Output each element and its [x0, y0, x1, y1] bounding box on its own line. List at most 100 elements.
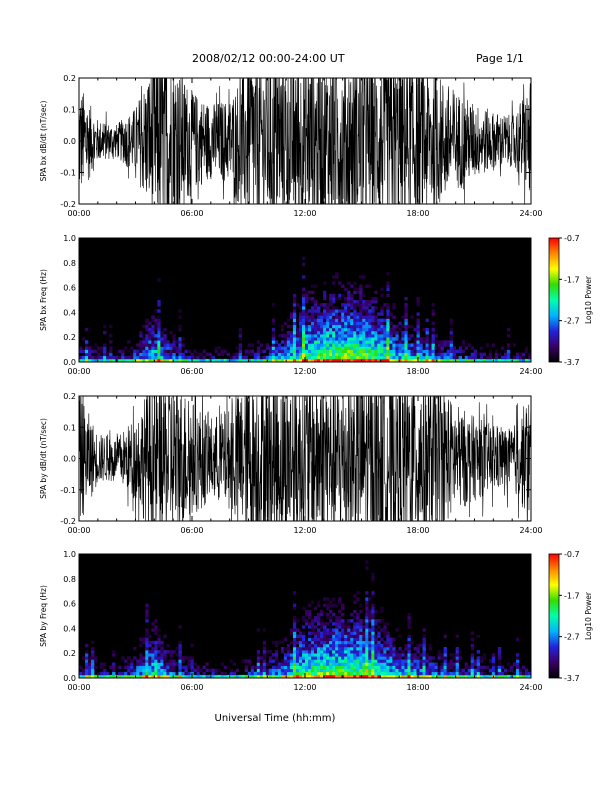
- spectrogram-cell: [362, 315, 366, 319]
- spectrogram-cell: [356, 290, 360, 295]
- spectrogram-cell: [377, 634, 381, 638]
- spectrogram-cell: [166, 355, 170, 360]
- x-tick-label-1-2: 12:00: [293, 367, 316, 376]
- spectrogram-cell: [301, 275, 306, 279]
- spectrogram-cell: [512, 358, 517, 363]
- spectrogram-cell: [184, 355, 188, 360]
- spectrogram-cell: [148, 650, 152, 654]
- spectrogram-cell: [326, 334, 330, 338]
- y-axis-label-1: SPA bx Freq (Hz): [39, 269, 48, 331]
- spectrogram-cell: [271, 665, 276, 669]
- spectrogram-cell: [311, 300, 315, 304]
- spectrogram-cell: [256, 668, 261, 673]
- spectrogram-cell: [410, 665, 414, 669]
- spectrogram-cell: [289, 343, 294, 347]
- spectrogram-cell: [359, 650, 363, 654]
- spectrogram-cell: [359, 315, 363, 319]
- spectrogram-cell: [235, 346, 239, 350]
- spectrogram-cell: [452, 653, 456, 657]
- spectrogram-cell: [341, 625, 345, 629]
- spectrogram-cell: [317, 643, 321, 648]
- spectrogram-cell: [380, 647, 384, 651]
- spectrogram-cell: [359, 324, 363, 329]
- spectrogram-cell: [298, 637, 303, 642]
- spectrogram-cell: [371, 296, 375, 301]
- spectrogram-cell: [386, 671, 390, 676]
- spectrogram-cell: [344, 647, 348, 651]
- spectrogram-cell: [353, 346, 357, 350]
- spectrogram-cell: [428, 656, 432, 660]
- spectrogram-cell: [323, 296, 327, 301]
- spectrogram-cell: [314, 637, 318, 642]
- spectrogram-cell: [335, 355, 339, 360]
- spectrogram-cell: [133, 668, 137, 673]
- spectrogram-cell: [262, 647, 267, 651]
- spectrogram-cell: [371, 594, 375, 598]
- spectrogram-cell: [232, 358, 236, 363]
- spectrogram-cell: [166, 659, 170, 663]
- spectrogram-cell: [100, 358, 104, 363]
- spectrogram-cell: [431, 321, 435, 326]
- spectrogram-cell: [347, 634, 351, 638]
- spectrogram-cell: [329, 656, 333, 660]
- spectrogram-cell: [317, 340, 321, 344]
- spectrogram-cell: [440, 346, 444, 350]
- spectrogram-cell: [103, 668, 107, 673]
- spectrogram-cell: [262, 671, 267, 676]
- spectrogram-cell: [389, 331, 393, 335]
- spectrogram-cell: [407, 619, 411, 623]
- spectrogram-cell: [229, 355, 233, 360]
- spectrogram-cell: [356, 321, 360, 326]
- spectrogram-cell: [350, 321, 354, 326]
- spectrogram-cell: [244, 355, 249, 360]
- spectrogram-cell: [311, 674, 315, 679]
- spectrogram-cell: [268, 659, 273, 663]
- spectrogram-cell: [154, 349, 158, 353]
- spectrogram-cell: [335, 343, 339, 347]
- spectrogram-cell: [136, 358, 140, 363]
- spectrogram-cell: [320, 349, 324, 353]
- spectrogram-cell: [374, 640, 378, 645]
- spectrogram-cell: [154, 659, 158, 663]
- spectrogram-cell: [298, 631, 303, 635]
- spectrogram-cell: [368, 671, 372, 676]
- spectrogram-cell: [223, 358, 227, 363]
- spectrogram-cell: [365, 591, 369, 595]
- spectrogram-cell: [428, 671, 432, 676]
- spectrogram-cell: [401, 665, 405, 669]
- spectrogram-cell: [413, 349, 417, 353]
- spectrogram-cell: [317, 343, 321, 347]
- spectrogram-cell: [166, 358, 170, 363]
- spectrogram-cell: [443, 659, 447, 663]
- spectrogram-cell: [133, 674, 137, 679]
- spectrogram-cell: [154, 337, 158, 341]
- spectrogram-cell: [154, 334, 158, 338]
- spectrogram-cell: [392, 346, 396, 350]
- spectrogram-cell: [365, 647, 369, 651]
- spectrogram-cell: [356, 324, 360, 329]
- spectrogram-cell: [326, 346, 330, 350]
- spectrogram-cell: [289, 340, 294, 344]
- spectrogram-cell: [320, 609, 324, 614]
- spectrogram-cell: [280, 662, 285, 666]
- spectrogram-cell: [184, 665, 188, 669]
- spectrogram-cell: [377, 318, 381, 322]
- spectrogram-cell: [305, 352, 309, 357]
- spectrogram-cell: [286, 352, 291, 357]
- spectrogram-cell: [320, 303, 324, 307]
- spectrogram-cell: [362, 674, 366, 679]
- spectrogram-cell: [332, 659, 336, 663]
- spectrogram-cell: [332, 597, 336, 601]
- spectrogram-cell: [238, 674, 243, 679]
- spectrogram-cell: [368, 355, 372, 360]
- spectrogram-cell: [148, 656, 152, 660]
- spectrogram-cell: [470, 631, 475, 635]
- spectrogram-cell: [401, 674, 405, 679]
- spectrogram-cell: [521, 671, 526, 676]
- spectrogram-cell: [292, 355, 297, 360]
- spectrogram-cell: [383, 349, 387, 353]
- spectrogram-cell: [407, 671, 411, 676]
- spectrogram-cell: [118, 674, 122, 679]
- spectrogram-cell: [292, 337, 297, 341]
- spectrogram-cell: [386, 665, 390, 669]
